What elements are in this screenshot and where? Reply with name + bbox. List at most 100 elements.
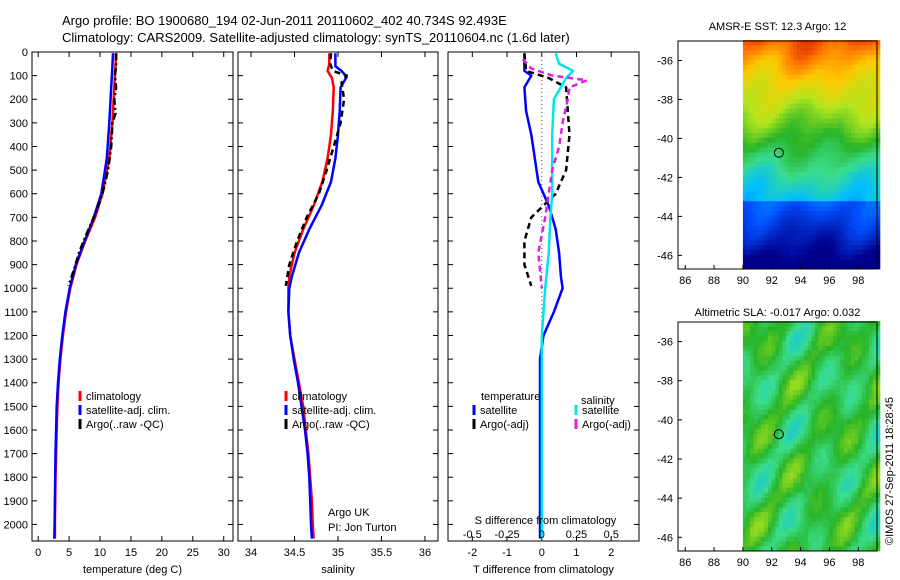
- map-cell: [861, 186, 866, 192]
- map-cell: [872, 98, 877, 104]
- map-cell: [789, 335, 794, 341]
- map-cell: [858, 360, 863, 366]
- map-cell: [854, 335, 859, 341]
- map-cell: [750, 443, 755, 449]
- map-cell: [742, 40, 747, 46]
- map-cell: [861, 166, 866, 172]
- map-cell: [768, 137, 773, 143]
- map-cell: [793, 404, 798, 410]
- map-cell: [825, 541, 830, 547]
- map-cell: [800, 492, 805, 498]
- map-cell: [872, 492, 877, 498]
- map-cell: [757, 394, 762, 400]
- map-cell: [753, 418, 758, 425]
- map-cell: [865, 79, 870, 85]
- map-cell: [771, 526, 776, 532]
- map-cell: [768, 423, 773, 430]
- map-cell: [789, 147, 794, 153]
- map-cell: [807, 186, 812, 192]
- map-cell: [869, 127, 874, 133]
- map-cell: [815, 492, 819, 498]
- map-cell: [768, 521, 773, 527]
- map-cell: [782, 541, 787, 547]
- map-cell: [815, 497, 819, 503]
- map-cell: [858, 340, 863, 346]
- y-tick-label: 0: [22, 47, 28, 59]
- map-cell: [800, 433, 805, 439]
- map-cell: [869, 215, 874, 221]
- map-cell: [876, 195, 881, 202]
- map-cell: [750, 414, 755, 420]
- map-cell: [836, 467, 841, 474]
- map-cell: [872, 423, 877, 430]
- map-cell: [764, 438, 769, 444]
- map-cell: [822, 118, 827, 124]
- map-cell: [858, 355, 863, 361]
- map-cell: [833, 467, 837, 474]
- map-cell: [836, 414, 841, 420]
- map-cell: [771, 360, 776, 366]
- x-tick-label: 96: [823, 557, 835, 569]
- map-cell: [876, 345, 881, 351]
- map-cell: [833, 103, 837, 109]
- map-cell: [804, 54, 809, 60]
- map-cell: [804, 497, 809, 503]
- map-cell: [804, 239, 809, 246]
- map-cell: [829, 239, 834, 246]
- x-axis-label: T difference from climatology: [473, 564, 614, 576]
- map-cell: [876, 355, 881, 361]
- map-cell: [757, 118, 762, 124]
- map-cell: [840, 340, 845, 346]
- map-cell: [861, 384, 866, 390]
- map-cell: [811, 340, 816, 346]
- map-cell: [815, 546, 819, 552]
- map-cell: [742, 384, 747, 390]
- map-cell: [793, 118, 798, 124]
- map-cell: [742, 418, 747, 425]
- map-cell: [775, 230, 780, 236]
- map-cell: [742, 487, 747, 493]
- map-cell: [793, 259, 798, 265]
- map-cell: [760, 365, 765, 371]
- map-cell: [797, 325, 801, 332]
- map-cell: [786, 511, 791, 518]
- map-cell: [825, 472, 830, 478]
- map-cell: [815, 438, 819, 444]
- x-tick-label: 94: [794, 557, 806, 569]
- map-cell: [782, 239, 787, 246]
- map-cell: [865, 335, 870, 341]
- map-cell: [811, 98, 816, 104]
- map-cell: [807, 325, 812, 332]
- map-cell: [804, 142, 809, 148]
- map-cell: [746, 152, 751, 158]
- map-cell: [836, 472, 841, 478]
- map-cell: [843, 360, 848, 366]
- map-cell: [789, 492, 794, 498]
- map-cell: [793, 191, 798, 197]
- map-cell: [746, 487, 751, 493]
- map-cell: [750, 64, 755, 70]
- map-cell: [851, 108, 855, 114]
- map-cell: [742, 127, 747, 133]
- map-cell: [833, 254, 837, 260]
- map-cell: [778, 394, 783, 400]
- map-cell: [811, 103, 816, 109]
- map-cell: [804, 409, 809, 415]
- map-cell: [811, 433, 816, 439]
- map-cell: [764, 49, 769, 56]
- map-cell: [793, 443, 798, 449]
- map-cell: [815, 142, 819, 148]
- map-cell: [789, 374, 794, 381]
- map-cell: [811, 205, 816, 211]
- map-cell: [854, 230, 859, 236]
- map-cell: [854, 166, 859, 172]
- map-cell: [829, 259, 834, 265]
- map-cell: [742, 132, 747, 138]
- map-cell: [760, 244, 765, 250]
- map-cell: [757, 531, 762, 537]
- map-cell: [829, 44, 834, 51]
- map-cell: [843, 264, 848, 270]
- map-cell: [793, 472, 798, 478]
- map-cell: [793, 264, 798, 270]
- map-cell: [865, 365, 870, 371]
